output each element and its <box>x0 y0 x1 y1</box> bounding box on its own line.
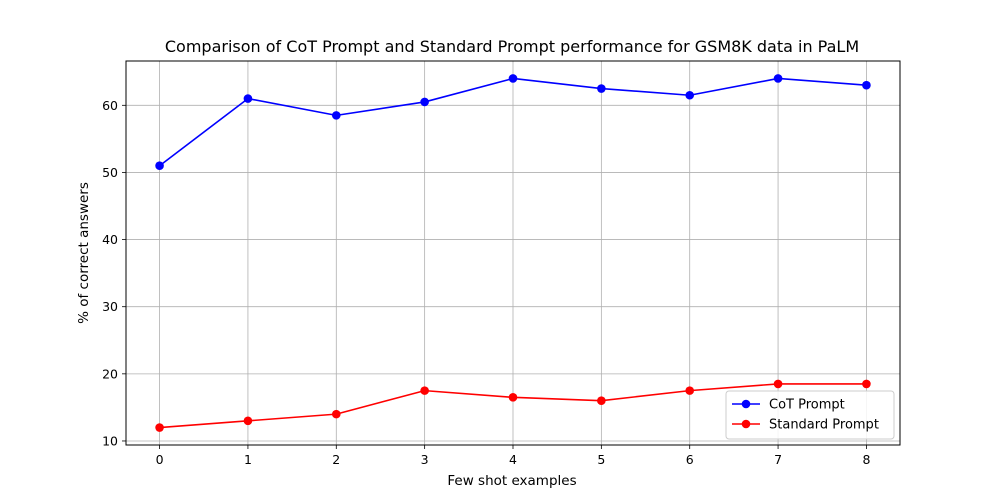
legend-label: Standard Prompt <box>769 418 879 433</box>
data-point <box>331 409 341 419</box>
data-point <box>685 386 695 395</box>
y-tick-label: 20 <box>102 366 118 381</box>
x-tick-label: 7 <box>774 452 782 467</box>
legend: CoT Prompt Standard Prompt <box>725 390 895 440</box>
y-axis: 10 20 30 40 50 60 <box>102 98 126 448</box>
y-tick-label: 30 <box>102 299 118 314</box>
data-point <box>420 386 429 395</box>
x-tick-label: 0 <box>156 452 164 467</box>
y-tick-label: 10 <box>102 433 118 448</box>
legend-marker <box>741 399 751 409</box>
x-tick-label: 1 <box>244 452 252 467</box>
legend-entry: Standard Prompt <box>732 418 879 433</box>
x-tick-label: 2 <box>332 452 340 467</box>
x-tick-label: 3 <box>421 452 429 467</box>
x-tick-label: 6 <box>686 452 694 467</box>
series-layer <box>155 74 871 432</box>
x-axis: 0 1 2 3 4 5 6 7 8 <box>156 445 870 467</box>
grid-lines <box>126 61 900 445</box>
data-point <box>862 379 871 389</box>
data-point <box>331 111 341 120</box>
y-tick-label: 50 <box>102 165 118 180</box>
data-point <box>155 161 164 171</box>
series-1 <box>155 379 871 432</box>
data-point <box>773 74 783 83</box>
x-axis-label: Few shot examples <box>447 473 576 489</box>
y-tick-label: 60 <box>102 98 118 113</box>
data-point <box>597 84 606 93</box>
data-point <box>420 97 429 107</box>
data-point <box>685 90 695 100</box>
data-point <box>243 416 253 426</box>
data-point <box>773 379 783 389</box>
data-point <box>862 80 871 90</box>
y-tick-label: 40 <box>102 232 118 247</box>
data-point <box>508 393 518 402</box>
x-tick-label: 8 <box>862 452 870 467</box>
chart-title: Comparison of CoT Prompt and Standard Pr… <box>165 37 859 56</box>
y-axis-label: % of correct answers <box>76 182 92 324</box>
legend-box <box>725 390 895 440</box>
data-point <box>597 396 606 405</box>
series-0 <box>155 74 871 171</box>
legend-marker <box>741 419 751 429</box>
legend-label: CoT Prompt <box>769 398 845 413</box>
data-point <box>243 94 253 103</box>
x-tick-label: 5 <box>597 452 605 467</box>
x-tick-label: 4 <box>509 452 517 467</box>
data-point <box>508 74 518 83</box>
legend-entry: CoT Prompt <box>732 398 845 413</box>
data-point <box>155 423 164 432</box>
